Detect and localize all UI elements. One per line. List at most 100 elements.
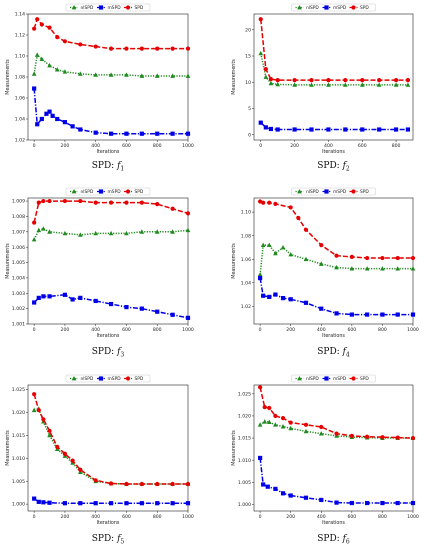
data-point-nlSPD [275,81,280,87]
data-point-mSPD [349,500,354,506]
y-tick-label: 1.008 [12,214,25,220]
y-axis-label: Measurements [5,59,11,95]
data-point-mSPD [319,306,324,311]
x-tick-label: 800 [378,327,387,333]
x-tick-label: 800 [153,327,162,333]
data-point-nlSPD [343,82,348,87]
data-point-nlSPD [405,82,411,87]
data-point-SPD [326,78,331,83]
data-point-nlSPD [154,73,160,78]
data-point-SPD [365,434,370,439]
series-SPD [258,199,416,261]
data-point-nlSPD [54,67,60,72]
data-point-SPD [36,408,41,413]
x-tick-label: 200 [286,514,295,520]
data-point-mSPD [50,113,55,118]
data-point-mSPD [47,294,52,299]
data-point-mSPD [288,493,293,498]
x-tick-label: 0 [33,514,36,520]
chart-panel-3: 0 200 400 600 800 1000 1.001 1.002 1.003 1.004 1.0… [5,187,194,359]
data-point-mSPD [261,482,266,487]
data-point-nlSPD [170,229,175,234]
legend-label-mSPD: mSPD [108,189,122,195]
x-tick-label: 1000 [182,327,194,333]
data-point-mSPD [108,501,114,506]
x-axis-label: Iterations [322,520,345,526]
data-point-SPD [185,211,191,216]
data-point-mSPD [32,496,37,501]
y-tick-label: 15 [245,54,251,60]
data-point-mSPD [303,495,309,500]
data-point-nlSPD [47,229,52,234]
data-point-nlSPD [108,72,114,77]
data-point-SPD [62,451,68,456]
legend-marker-mSPD [98,376,104,381]
data-point-SPD [170,481,175,487]
data-point-nlSPD [292,82,297,87]
series-line-mSPD [33,88,188,135]
data-point-SPD [267,200,272,205]
y-tick-label: 1.006 [12,245,25,251]
data-point-mSPD [41,500,46,505]
data-point-mSPD [93,501,98,506]
data-point-SPD [288,420,293,425]
legend-marker-nlSPD [71,188,77,194]
data-point-SPD [267,405,272,411]
data-point-SPD [365,255,370,261]
series-line-SPD [33,17,188,50]
data-point-nlSPD [273,422,278,427]
x-tick-label: 200 [61,143,70,149]
data-point-nlSPD [62,69,68,74]
y-tick-label: 1.02 [15,138,25,144]
y-tick-label: 1.000 [238,502,251,508]
series-line-SPD [33,393,188,485]
x-tick-label: 800 [153,143,162,149]
data-point-SPD [288,205,293,210]
legend-label-nlSPD: nlSPD [306,189,319,195]
data-point-mSPD [185,131,191,136]
data-point-SPD [32,220,37,225]
data-point-nlSPD [263,74,269,79]
x-tick-label: 200 [61,327,70,333]
data-point-nlSPD [309,82,314,87]
data-point-mSPD [47,500,52,505]
caption-prefix: SPD: [317,161,342,171]
panel-caption: SPD: f4 [317,347,350,359]
y-tick-label: 1.04 [15,117,25,123]
data-point-SPD [319,243,324,248]
plot-frame [27,13,189,141]
caption-subscript: 1 [120,166,124,173]
x-tick-label: 400 [324,143,333,149]
data-point-mSPD [32,86,37,91]
data-point-mSPD [280,295,286,301]
legend-marker-mSPD [324,189,329,194]
data-point-SPD [319,424,324,430]
data-point-mSPD [273,292,278,297]
y-tick-label: 1.001 [12,322,25,328]
data-point-SPD [334,431,339,436]
data-point-nlSPD [260,242,266,247]
data-point-SPD [280,416,286,421]
legend-label-mSPD: mSPD [333,5,347,11]
data-point-mSPD [393,127,399,132]
data-point-mSPD [70,297,75,302]
data-point-mSPD [261,293,266,298]
series-mSPD [32,496,191,506]
data-point-mSPD [292,127,297,132]
caption-function: f [116,534,122,544]
data-point-SPD [35,17,40,22]
data-point-mSPD [334,311,339,316]
caption-function: f [116,347,122,357]
x-tick-label: 800 [392,143,401,149]
x-tick-label: 1000 [407,514,419,520]
caption-function: f [342,161,348,171]
legend-marker-nlSPD [71,4,77,10]
data-point-SPD [55,444,60,449]
y-tick-label: 1.010 [238,458,251,464]
data-point-mSPD [139,131,144,136]
data-point-nlSPD [288,252,294,257]
data-point-nlSPD [326,82,331,87]
plot-frame [27,384,189,512]
data-point-mSPD [139,306,144,311]
